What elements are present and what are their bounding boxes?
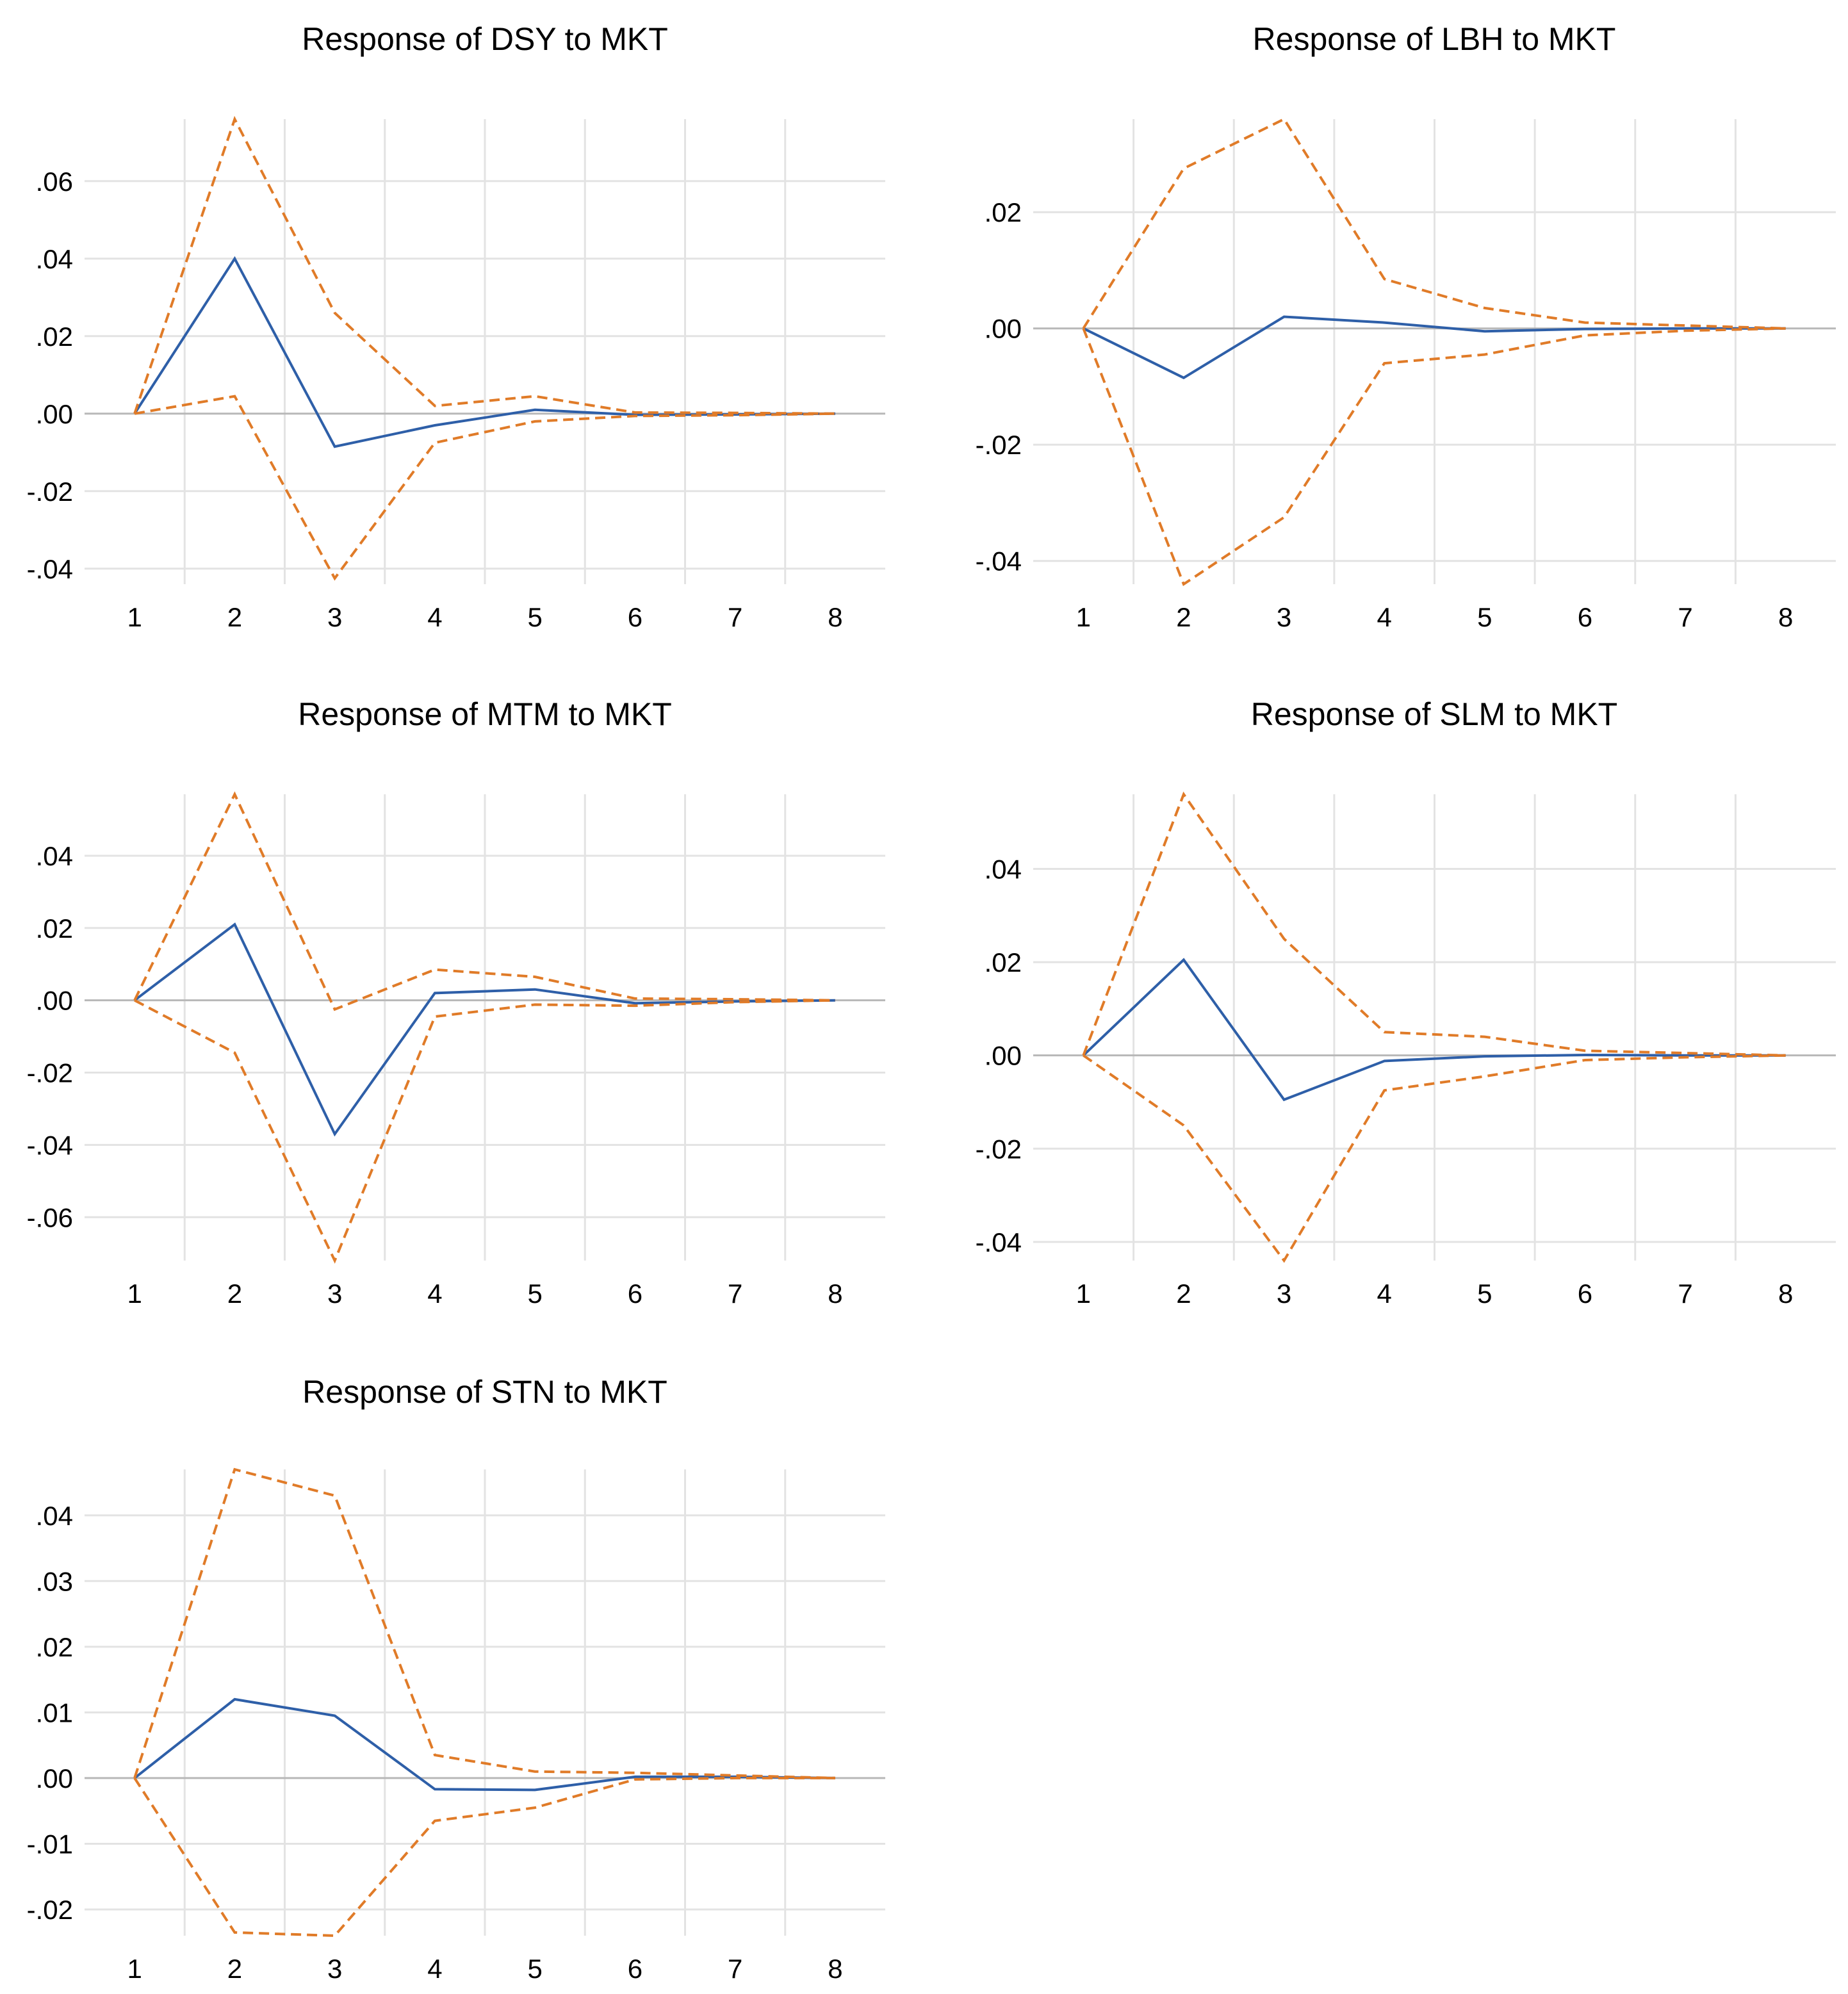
x-tick-label: 7 [1678,602,1692,632]
series-line-upper [133,1467,835,1779]
y-tick-label: -.04 [976,546,1022,576]
y-tick-label: .03 [36,1566,73,1596]
x-tick-label: 3 [327,602,342,632]
series-line-response [1083,315,1786,380]
series-line-response [133,256,835,448]
x-tick-label: 4 [427,1954,442,1984]
x-tick-label: 2 [227,602,242,632]
x-tick-label: 5 [527,1954,542,1984]
x-tick-label: 4 [1377,602,1392,632]
y-tick-label: -.04 [976,1227,1022,1257]
y-tick-label: .00 [36,399,73,429]
y-tick-label: .02 [985,947,1022,977]
chart-title: Response of DSY to MKT [302,21,668,57]
x-tick-label: 3 [327,1279,342,1309]
x-tick-label: 7 [728,602,742,632]
x-tick-label: 3 [327,1954,342,1984]
y-tick-label: -.04 [27,554,73,584]
x-tick-label: 5 [527,1279,542,1309]
series-line-upper [133,115,835,415]
y-tick-label: .04 [36,244,73,274]
y-tick-label: -.01 [27,1829,73,1859]
series-line-response [133,1697,835,1792]
series-line-lower [1082,327,1786,587]
x-tick-label: 8 [1778,602,1793,632]
series-line-upper [1082,791,1786,1057]
y-tick-label: .02 [36,1632,73,1662]
series-line-lower [134,999,835,1264]
y-tick-label: -.04 [27,1130,73,1160]
series-line-response [1082,958,1786,1102]
x-tick-label: 1 [127,1954,142,1984]
x-tick-label: 6 [1578,602,1592,632]
x-tick-label: 1 [127,1279,142,1309]
series-line-response [133,922,835,1137]
x-tick-label: 8 [1778,1279,1793,1309]
x-tick-label: 2 [1176,1279,1191,1309]
x-tick-label: 7 [1678,1279,1692,1309]
y-tick-label: .06 [36,167,73,197]
y-tick-label: -.02 [976,1134,1022,1164]
x-tick-label: 8 [828,602,842,632]
chart-title: Response of MTM to MKT [298,696,672,732]
x-tick-label: 4 [427,1279,442,1309]
x-tick-label: 6 [628,1279,642,1309]
chart-panel-3: Response of MTM to MKT .04 .02 .00 -.02 -.04 -… [27,696,885,1309]
chart-title: Response of LBH to MKT [1253,21,1616,57]
x-tick-label: 4 [427,602,442,632]
chart-panel-5: Response of STN to MKT .04 .03 .02 .01 .00 -.0… [27,1374,885,1984]
chart-panel-4: Response of SLM to MKT .04 .02 .00 -.02 -.04 1… [976,696,1836,1309]
series-line-lower [134,395,835,581]
x-tick-label: 5 [1477,1279,1492,1309]
x-tick-label: 7 [728,1954,742,1984]
x-tick-label: 7 [728,1279,742,1309]
y-tick-label: -.02 [27,477,73,507]
y-tick-label: .02 [985,197,1022,227]
x-tick-label: 4 [1377,1279,1392,1309]
x-tick-label: 2 [227,1279,242,1309]
x-tick-label: 1 [127,602,142,632]
x-tick-label: 1 [1076,602,1091,632]
y-tick-label: .04 [36,1501,73,1531]
y-tick-label: .00 [36,1763,73,1794]
chart-panel-2: Response of LBH to MKT .02 .00 -.02 -.04 1 2 3 4… [976,21,1836,632]
x-tick-label: 5 [527,602,542,632]
y-tick-label: -.02 [976,430,1022,460]
y-tick-label: -.02 [27,1058,73,1088]
x-tick-label: 8 [828,1279,842,1309]
y-tick-label: .04 [985,854,1022,884]
series-line-upper [1082,117,1786,330]
x-tick-label: 2 [1176,602,1191,632]
y-tick-label: .01 [36,1697,73,1728]
series-line-lower [133,1776,835,1938]
x-tick-label: 3 [1277,602,1291,632]
chart-title: Response of SLM to MKT [1251,696,1617,732]
y-tick-label: .04 [36,841,73,871]
x-tick-label: 2 [227,1954,242,1984]
x-tick-label: 6 [628,602,642,632]
y-tick-label: .00 [985,1041,1022,1071]
chart-title: Response of STN to MKT [302,1374,667,1410]
x-tick-label: 5 [1477,602,1492,632]
x-tick-label: 3 [1277,1279,1291,1309]
x-tick-label: 6 [628,1954,642,1984]
y-tick-label: .00 [985,314,1022,344]
y-tick-label: -.02 [27,1895,73,1925]
x-tick-label: 8 [828,1954,842,1984]
y-tick-label: -.06 [27,1202,73,1232]
y-tick-label: .02 [36,322,73,352]
chart-panel-1: Response of DSY to MKT .06 .04 .02 .00 -.02 -.… [27,21,885,632]
x-tick-label: 1 [1076,1279,1091,1309]
y-tick-label: .00 [36,986,73,1016]
x-tick-label: 6 [1578,1279,1592,1309]
series-line-lower [1083,1054,1786,1263]
y-tick-label: .02 [36,913,73,944]
